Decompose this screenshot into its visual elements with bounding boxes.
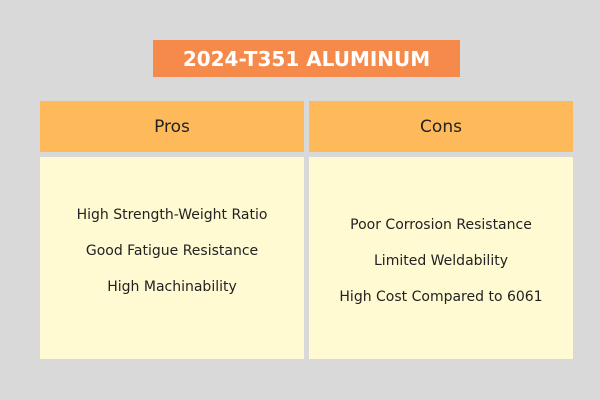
list-item: High Cost Compared to 6061 [339,289,543,305]
list-item: Good Fatigue Resistance [85,243,259,259]
list-item: Poor Corrosion Resistance [350,217,532,233]
cons-cell: Poor Corrosion Resistance Limited Weldabi… [309,157,573,359]
list-item: Limited Weldability [374,253,508,269]
title: 2024-T351 ALUMINUM [153,40,460,77]
list-item: High Strength-Weight Ratio [76,207,268,223]
column-header: Pros [40,101,304,152]
column-header: Cons [309,101,573,152]
pros-cell: High Strength-Weight Ratio Good Fatigue R… [40,157,304,359]
list-item: High Machinability [107,279,237,295]
